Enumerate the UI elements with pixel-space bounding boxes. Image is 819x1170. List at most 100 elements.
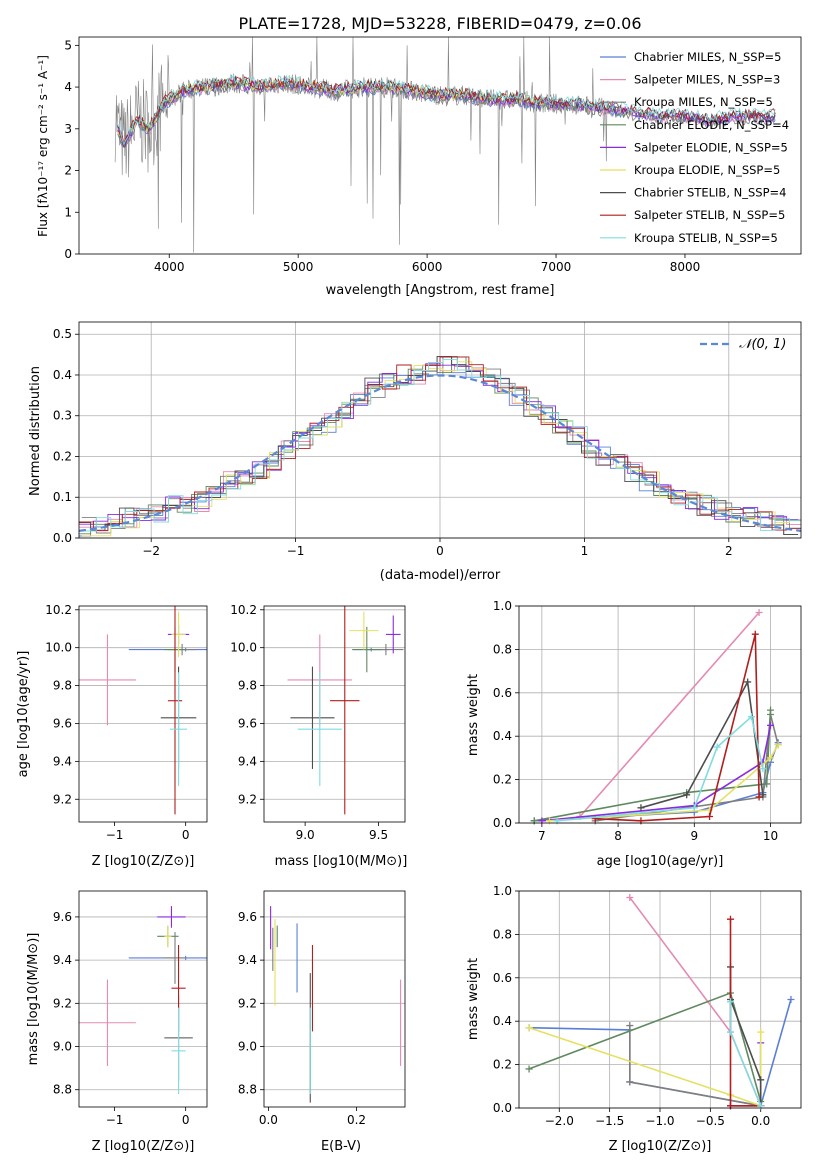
weight-age-marker <box>759 765 767 773</box>
weight-z-xtick-label: −2.0 <box>545 1114 574 1128</box>
weight-age-series-line <box>557 715 764 822</box>
residual-histogram <box>79 363 801 532</box>
weight-z-marker <box>757 1028 765 1036</box>
spectrum-xtick-label: 5000 <box>283 260 314 274</box>
mass-z-ytick-label: 9.4 <box>53 953 72 967</box>
mass-ebv-ytick-label: 9.0 <box>238 1040 257 1054</box>
weight-age-ytick-label: 0.0 <box>493 816 512 830</box>
model-spectrum-line <box>117 73 776 146</box>
residual-ytick-label: 0.1 <box>53 490 72 504</box>
weight-age-marker <box>751 630 759 638</box>
legend-label: Kroupa STELIB, N_SSP=5 <box>634 231 778 245</box>
age-z-ytick-label: 10.2 <box>45 603 72 617</box>
residual-xtick-label: 2 <box>725 544 733 558</box>
mass-z-ytick-label: 9.2 <box>53 996 72 1010</box>
weight-z-marker <box>626 1022 634 1030</box>
spectrum-ytick-label: 3 <box>64 122 72 136</box>
weight-z-marker <box>727 915 734 923</box>
weight-z-marker <box>787 996 795 1003</box>
weight-z-xtick-label: −0.5 <box>696 1114 725 1128</box>
mass-z-ylabel: mass [log10(M/M⊙)] <box>26 933 41 1066</box>
legend-label: Kroupa MILES, N_SSP=5 <box>634 95 773 109</box>
residual-ytick-label: 0.3 <box>53 409 72 423</box>
mass-z-frame <box>78 890 208 1108</box>
spectrum-frame <box>78 36 802 255</box>
residual-ytick-label: 0.4 <box>53 368 72 382</box>
mass-z-xtick-label: 0 <box>182 1113 190 1127</box>
weight-z-ytick-label: 0.6 <box>493 971 512 985</box>
spectrum-ytick-label: 5 <box>64 38 72 52</box>
age-z-ytick-label: 9.4 <box>53 754 72 768</box>
weight-z-xtick-label: −1.5 <box>595 1114 624 1128</box>
weight-age-xlabel: age [log10(age/yr)] <box>597 854 724 869</box>
age-mass-frame <box>263 605 406 823</box>
weight-z-series-line <box>729 1001 762 1107</box>
weight-z-series-line <box>628 1025 761 1107</box>
weight-age-marker <box>755 609 763 617</box>
residual-legend-label: 𝒩(0, 1) <box>739 337 786 352</box>
weight-z-ytick-label: 0.2 <box>493 1058 512 1072</box>
spectrum-ytick-label: 2 <box>64 164 72 178</box>
weight-z-marker <box>757 1076 765 1084</box>
weight-z-xtick-label: −1.0 <box>645 1114 674 1128</box>
mass-ebv-ytick-label: 9.2 <box>238 996 257 1010</box>
age-z-xlabel: Z [log10(Z/Z⊙)] <box>92 854 195 869</box>
residual-histogram <box>81 359 801 532</box>
spectrum-xtick-label: 7000 <box>541 260 572 274</box>
legend-label: Salpeter ELODIE, N_SSP=5 <box>634 140 788 154</box>
weight-z-ytick-label: 0.0 <box>493 1101 512 1115</box>
residual-xtick-label: −2 <box>142 544 160 558</box>
spectrum-ylabel: Flux [fλ10⁻¹⁷ erg cm⁻² s⁻¹ A⁻¹] <box>36 55 50 237</box>
residual-ytick-label: 0.0 <box>53 531 72 545</box>
weight-z-ytick-label: 0.4 <box>493 1014 512 1028</box>
weight-age-marker <box>767 754 775 762</box>
spectrum-title: PLATE=1728, MJD=53228, FIBERID=0479, z=0… <box>238 14 641 33</box>
weight-age-ytick-label: 0.6 <box>493 686 512 700</box>
observed-spectrum <box>114 36 611 253</box>
weight-age-xtick-label: 9 <box>690 829 698 843</box>
mass-z-ytick-label: 9.6 <box>53 910 72 924</box>
weight-age-xtick-label: 10 <box>763 829 778 843</box>
weight-z-marker <box>727 998 734 1006</box>
age-mass-ytick-label: 10.0 <box>230 641 257 655</box>
age-mass-ytick-label: 9.4 <box>238 754 257 768</box>
mass-ebv-xtick-label: 0.2 <box>347 1113 366 1127</box>
age-z-xtick-label: 0 <box>182 828 190 842</box>
weight-age-marker <box>759 791 767 799</box>
spectrum-ytick-label: 0 <box>64 247 72 261</box>
weight-age-marker <box>767 721 775 729</box>
residual-histogram <box>81 361 801 537</box>
legend-label: Chabrier ELODIE, N_SSP=4 <box>634 118 789 132</box>
weight-age-series-line <box>549 744 779 822</box>
mass-ebv-xtick-label: 0.0 <box>259 1113 278 1127</box>
weight-age-xtick-label: 7 <box>538 829 546 843</box>
spectrum-ytick-label: 1 <box>64 205 72 219</box>
mass-z-xlabel: Z [log10(Z/Z⊙)] <box>92 1139 195 1154</box>
weight-age-series-line <box>579 611 760 818</box>
weight-z-marker <box>626 1078 634 1086</box>
age-mass-ytick-label: 9.8 <box>238 679 257 693</box>
mass-ebv-ytick-label: 8.8 <box>238 1083 257 1097</box>
weight-z-marker <box>626 894 634 902</box>
weight-age-marker <box>774 741 782 749</box>
weight-age-marker <box>767 706 775 714</box>
residual-xtick-label: −1 <box>287 544 305 558</box>
weight-z-ytick-label: 1.0 <box>493 884 512 898</box>
weight-age-xtick-label: 8 <box>614 829 622 843</box>
residual-histogram <box>79 356 801 531</box>
weight-age-series-line <box>640 679 764 809</box>
legend-label: Chabrier STELIB, N_SSP=4 <box>634 186 786 200</box>
weight-z-ylabel: mass weight <box>466 958 481 1040</box>
legend-label: Salpeter MILES, N_SSP=3 <box>634 73 780 87</box>
mass-z-ytick-label: 9.0 <box>53 1040 72 1054</box>
weight-age-series-line <box>595 634 760 822</box>
weight-age-ytick-label: 0.2 <box>493 773 512 787</box>
weight-age-series-line <box>534 710 772 822</box>
weight-z-frame <box>518 890 802 1109</box>
age-z-ylabel: age [log10(age/yr)] <box>16 651 31 778</box>
age-mass-xlabel: mass [log10(M/M⊙)] <box>275 854 408 869</box>
weight-age-marker <box>747 713 755 721</box>
weight-age-marker <box>713 743 721 751</box>
